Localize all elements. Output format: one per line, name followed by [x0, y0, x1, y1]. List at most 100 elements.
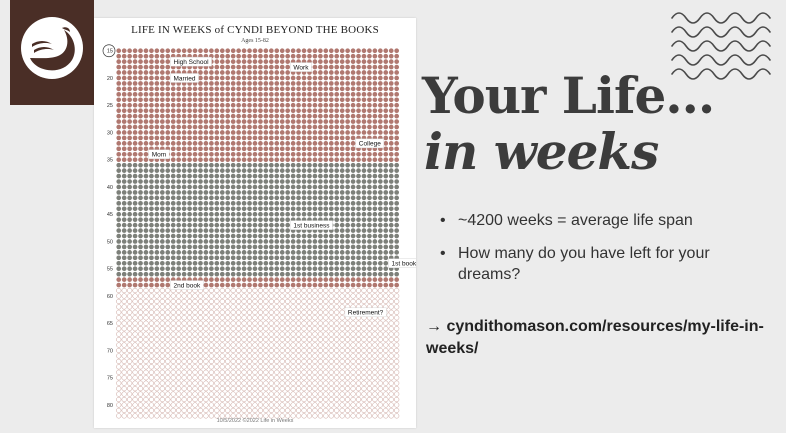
week-cell: [192, 320, 198, 326]
week-cell: [208, 347, 214, 354]
week-cell: [323, 157, 329, 163]
week-cell: [170, 309, 176, 315]
week-cell: [257, 375, 264, 381]
week-cell: [345, 282, 350, 288]
week-cell: [296, 97, 301, 103]
week-cell: [317, 413, 323, 419]
week-cell: [247, 119, 252, 124]
week-cell: [116, 217, 122, 223]
week-cell: [312, 304, 318, 310]
week-cell: [372, 277, 378, 282]
week-cell: [323, 135, 329, 141]
week-cell: [198, 200, 203, 206]
week-cell: [181, 124, 187, 130]
week-cell: [377, 347, 383, 354]
week-cell: [219, 331, 225, 337]
week-cell: [307, 173, 312, 179]
week-cell: [132, 113, 138, 119]
week-cell: [138, 271, 143, 277]
week-cell: [339, 298, 345, 305]
week-cell: [301, 336, 307, 343]
week-cell: [149, 113, 154, 119]
annotation-label: 1st business: [290, 220, 333, 230]
week-cell: [312, 233, 318, 239]
week-cell: [143, 222, 149, 228]
week-cell: [165, 91, 171, 97]
week-cell: [236, 282, 241, 288]
week-cell: [198, 162, 203, 168]
week-cell: [252, 162, 258, 168]
week-cell: [388, 407, 394, 414]
week-cell: [198, 75, 203, 81]
age-tick-label: 25: [107, 103, 113, 109]
week-cell: [323, 162, 329, 168]
week-cell: [154, 222, 160, 228]
week-cell: [116, 386, 122, 392]
week-cell: [208, 380, 214, 386]
week-cell: [350, 108, 356, 114]
week-cell: [328, 331, 334, 337]
week-cell: [296, 146, 301, 152]
week-cell: [366, 413, 373, 419]
week-cell: [268, 375, 274, 381]
week-cell: [236, 59, 241, 64]
week-cell: [290, 190, 296, 195]
resource-link[interactable]: → cyndithomason.com/resources/my-life-in…: [426, 318, 764, 357]
week-cell: [209, 271, 214, 277]
week-cell: [247, 48, 252, 54]
annotation-text: 1st business: [293, 222, 330, 229]
week-cell: [339, 244, 345, 250]
week-cell: [154, 255, 160, 261]
week-cell: [241, 162, 247, 168]
week-cell: [366, 293, 373, 299]
week-cell: [285, 179, 291, 184]
week-cell: [159, 320, 165, 326]
week-cell: [121, 353, 127, 359]
week-cell: [312, 168, 318, 173]
week-cell: [279, 102, 285, 108]
week-cell: [274, 184, 280, 190]
week-cell: [306, 402, 313, 408]
week-cell: [274, 375, 280, 381]
week-cell: [225, 141, 231, 146]
week-cell: [279, 255, 285, 261]
week-cell: [176, 298, 182, 305]
week-cell: [377, 407, 383, 414]
week-cell: [121, 396, 127, 403]
week-cell: [138, 233, 143, 239]
week-cell: [165, 326, 171, 332]
week-cell: [203, 358, 209, 364]
week-cell: [225, 195, 231, 201]
week-cell: [186, 331, 193, 337]
week-cell: [170, 124, 176, 130]
week-cell: [127, 151, 132, 157]
week-cell: [192, 271, 198, 277]
week-cell: [138, 190, 143, 195]
week-cell: [334, 260, 340, 266]
week-cell: [127, 157, 132, 163]
week-cell: [236, 228, 241, 233]
week-cell: [148, 298, 155, 305]
week-cell: [230, 250, 236, 255]
week-cell: [290, 250, 296, 255]
week-cell: [121, 108, 127, 114]
week-cell: [258, 255, 263, 261]
week-cell: [143, 391, 149, 397]
week-cell: [170, 358, 176, 364]
week-cell: [334, 222, 340, 228]
week-cell: [214, 70, 220, 75]
week-cell: [323, 239, 329, 244]
week-cell: [241, 402, 247, 408]
week-cell: [138, 75, 143, 81]
week-cell: [209, 233, 214, 239]
week-cell: [181, 255, 187, 261]
week-cell: [121, 304, 127, 310]
week-cell: [132, 217, 138, 223]
week-cell: [236, 135, 241, 141]
week-cell: [137, 315, 144, 321]
week-cell: [268, 315, 274, 321]
week-cell: [176, 315, 182, 321]
week-cell: [367, 86, 372, 92]
week-cell: [192, 135, 198, 141]
week-cell: [383, 206, 389, 212]
